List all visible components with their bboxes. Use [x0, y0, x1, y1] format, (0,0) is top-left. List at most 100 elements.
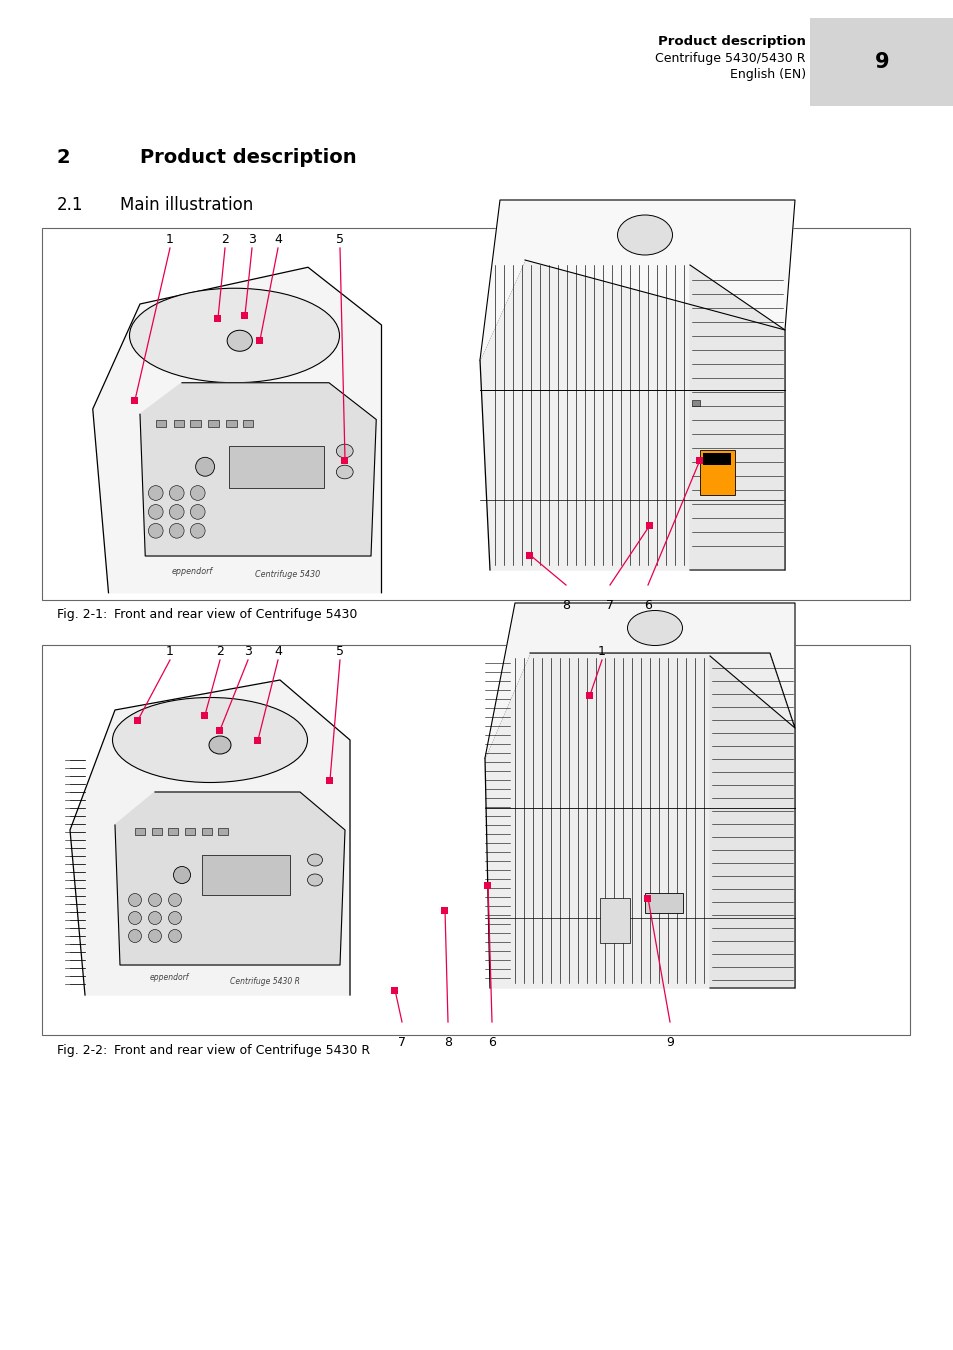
Text: Fig. 2-1:: Fig. 2-1: [57, 608, 107, 621]
Text: 8: 8 [443, 1035, 452, 1049]
Polygon shape [92, 267, 381, 593]
Text: 5: 5 [335, 234, 344, 246]
Text: 2: 2 [57, 148, 71, 167]
Ellipse shape [617, 215, 672, 255]
Circle shape [149, 486, 163, 501]
Bar [218, 828, 228, 836]
Bar [132, 397, 138, 404]
Bar [646, 521, 653, 528]
Circle shape [129, 930, 141, 942]
Polygon shape [484, 653, 794, 988]
Bar [326, 776, 334, 783]
Bar [201, 711, 209, 718]
Text: eppendorf: eppendorf [150, 973, 190, 983]
Text: Main illustration: Main illustration [120, 196, 253, 215]
Text: English (EN): English (EN) [729, 68, 805, 81]
Bar [484, 882, 491, 888]
Bar [256, 336, 263, 343]
Polygon shape [140, 383, 375, 556]
Ellipse shape [336, 444, 353, 458]
Text: 4: 4 [274, 234, 282, 246]
Bar [202, 855, 290, 895]
Bar [691, 400, 700, 406]
Ellipse shape [195, 458, 214, 477]
Ellipse shape [130, 289, 339, 383]
Circle shape [149, 930, 161, 942]
Text: 1: 1 [598, 645, 605, 657]
Bar [226, 420, 236, 427]
Bar [152, 828, 162, 836]
Circle shape [149, 911, 161, 925]
Bar [214, 315, 221, 321]
Bar [155, 420, 166, 427]
Polygon shape [689, 265, 784, 570]
Text: 2: 2 [221, 234, 229, 246]
Text: eppendorf: eppendorf [172, 567, 213, 576]
Ellipse shape [307, 873, 322, 886]
Bar [586, 691, 593, 698]
Bar [700, 450, 734, 495]
Text: 8: 8 [561, 599, 569, 612]
Circle shape [169, 930, 181, 942]
Ellipse shape [209, 736, 231, 755]
Bar [134, 717, 141, 724]
Bar [185, 828, 194, 836]
Text: 2.1: 2.1 [57, 196, 84, 215]
Ellipse shape [227, 331, 253, 351]
Text: 2: 2 [215, 645, 224, 657]
Bar [599, 898, 629, 944]
Circle shape [191, 524, 205, 539]
Text: 7: 7 [605, 599, 614, 612]
Circle shape [129, 911, 141, 925]
Circle shape [191, 505, 205, 520]
Text: 9: 9 [665, 1035, 673, 1049]
Ellipse shape [627, 610, 681, 645]
Text: 4: 4 [274, 645, 282, 657]
Circle shape [149, 524, 163, 539]
Bar [202, 828, 212, 836]
Polygon shape [484, 603, 794, 757]
Text: Centrifuge 5430 R: Centrifuge 5430 R [230, 976, 299, 986]
Circle shape [191, 486, 205, 501]
Circle shape [129, 894, 141, 906]
Polygon shape [479, 200, 794, 360]
Polygon shape [479, 261, 784, 570]
Bar [216, 726, 223, 733]
Text: 6: 6 [643, 599, 651, 612]
Bar [526, 552, 533, 559]
Bar [135, 828, 145, 836]
Ellipse shape [112, 698, 307, 783]
Polygon shape [115, 792, 345, 965]
Ellipse shape [307, 855, 322, 865]
Bar [441, 906, 448, 914]
Bar [809, 18, 953, 107]
Text: Fig. 2-2:: Fig. 2-2: [57, 1044, 107, 1057]
Ellipse shape [173, 867, 191, 883]
Text: 9: 9 [874, 53, 888, 72]
Circle shape [149, 894, 161, 906]
Text: Product description: Product description [658, 35, 805, 49]
Bar [208, 420, 218, 427]
Polygon shape [709, 656, 794, 988]
Text: Front and rear view of Centrifuge 5430 R: Front and rear view of Centrifuge 5430 R [113, 1044, 370, 1057]
Circle shape [170, 505, 184, 520]
Bar [644, 892, 682, 913]
Text: Product description: Product description [140, 148, 356, 167]
Text: 6: 6 [488, 1035, 496, 1049]
Circle shape [149, 505, 163, 520]
Text: 3: 3 [248, 234, 255, 246]
Bar [173, 420, 184, 427]
Circle shape [169, 894, 181, 906]
Bar [391, 987, 398, 994]
Text: 1: 1 [166, 645, 173, 657]
Bar [341, 456, 348, 463]
Circle shape [169, 911, 181, 925]
Bar [42, 228, 909, 599]
Bar [229, 446, 323, 487]
Bar [241, 312, 248, 319]
Text: Front and rear view of Centrifuge 5430: Front and rear view of Centrifuge 5430 [113, 608, 357, 621]
Bar [702, 454, 730, 464]
Text: Centrifuge 5430: Centrifuge 5430 [255, 571, 320, 579]
Text: 5: 5 [335, 645, 344, 657]
Bar [243, 420, 253, 427]
